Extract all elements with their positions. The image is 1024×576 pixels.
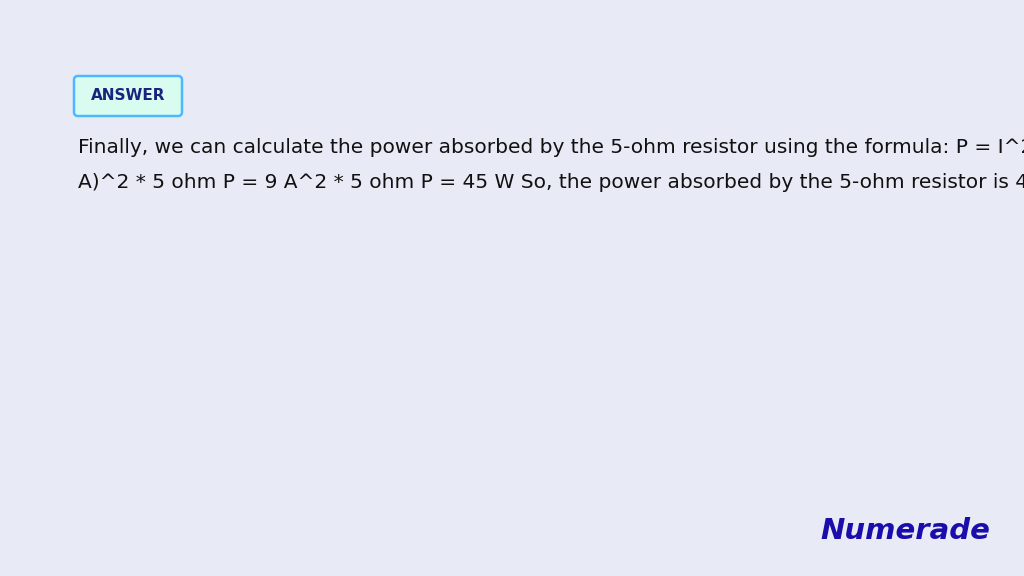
Text: A)^2 * 5 ohm P = 9 A^2 * 5 ohm P = 45 W So, the power absorbed by the 5-ohm resi: A)^2 * 5 ohm P = 9 A^2 * 5 ohm P = 45 W … xyxy=(78,173,1024,192)
Text: Finally, we can calculate the power absorbed by the 5-ohm resistor using the for: Finally, we can calculate the power abso… xyxy=(78,138,1024,157)
FancyBboxPatch shape xyxy=(74,76,182,116)
Text: Numerade: Numerade xyxy=(820,517,990,545)
Text: ANSWER: ANSWER xyxy=(91,89,165,104)
